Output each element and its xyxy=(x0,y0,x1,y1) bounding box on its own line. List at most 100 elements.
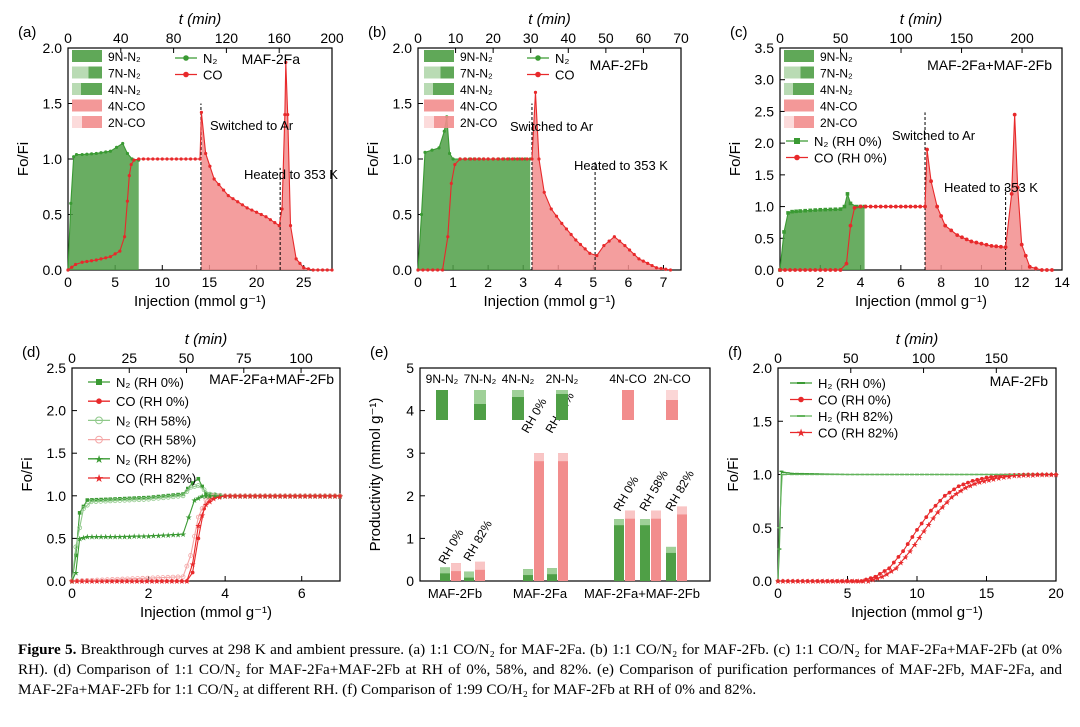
data-point xyxy=(823,207,828,212)
legend-swatch-shade xyxy=(424,116,434,128)
data-point xyxy=(306,267,311,271)
bar-co xyxy=(475,561,485,581)
data-point xyxy=(789,473,794,476)
bar-co-top xyxy=(677,506,687,515)
data-point xyxy=(155,157,160,161)
data-point xyxy=(190,570,195,575)
data-point xyxy=(564,227,569,231)
legend-label: 2N-CO xyxy=(108,116,145,130)
legend-swatch-shade xyxy=(72,116,82,128)
data-point xyxy=(964,237,969,242)
y-tick-label: 2.5 xyxy=(47,360,67,376)
data-point xyxy=(915,473,919,476)
data-point: ★ xyxy=(128,577,135,586)
data-point xyxy=(825,473,830,476)
data-point: ★ xyxy=(121,532,128,541)
data-point xyxy=(122,497,128,503)
data-point: ★ xyxy=(794,577,801,586)
top-tick-label: 40 xyxy=(560,30,576,46)
legend-marker: ★ xyxy=(94,454,104,466)
bar-rh-label: RH 0% xyxy=(435,526,466,566)
data-point xyxy=(955,233,960,238)
y-axis-label: Fo/Fi xyxy=(15,142,32,176)
y-tick-label: 0.5 xyxy=(393,207,413,223)
data-point xyxy=(855,473,860,476)
data-point xyxy=(913,204,918,209)
data-point xyxy=(944,473,949,476)
y-tick-label: 1.0 xyxy=(755,199,775,215)
data-point xyxy=(798,209,802,213)
data-point xyxy=(803,208,807,213)
data-point xyxy=(1009,191,1014,196)
data-point xyxy=(74,553,78,558)
data-point xyxy=(777,527,782,529)
data-point: ★ xyxy=(990,475,997,484)
bar-co xyxy=(451,563,461,581)
legend-label: CO (RH 0%) xyxy=(818,393,891,408)
legend-label: 4N-CO xyxy=(460,100,497,114)
data-point: ★ xyxy=(80,534,87,543)
y-tick-label: 1.0 xyxy=(43,151,63,167)
legend-swatch-shade xyxy=(784,116,794,128)
legend-swatch xyxy=(512,390,524,420)
data-point xyxy=(217,182,221,187)
data-point: ★ xyxy=(286,492,293,501)
data-point xyxy=(933,503,938,508)
data-point xyxy=(98,498,104,504)
data-point xyxy=(89,577,95,583)
y-tick-label: 2.0 xyxy=(755,135,775,151)
legend-marker xyxy=(95,435,103,444)
data-point xyxy=(961,482,966,487)
x-tick-label: 0 xyxy=(68,585,76,601)
data-point xyxy=(423,150,427,154)
data-point: ★ xyxy=(206,492,213,501)
data-point: ★ xyxy=(143,577,150,586)
legend-label: 4N-CO xyxy=(108,100,145,114)
data-point xyxy=(793,268,798,272)
data-point xyxy=(949,473,954,476)
x-axis-label: Injection (mmol g⁻¹) xyxy=(483,293,615,310)
data-point xyxy=(226,194,230,198)
data-point xyxy=(84,578,90,583)
data-point xyxy=(104,256,108,260)
data-point xyxy=(969,239,974,244)
legend-swatch-shade xyxy=(556,390,568,394)
data-point xyxy=(127,174,131,178)
data-point xyxy=(815,473,820,476)
y-tick-label: 2.0 xyxy=(47,403,67,419)
data-point xyxy=(145,575,151,581)
data-point: ★ xyxy=(178,577,185,586)
n2-fill-area xyxy=(418,116,531,270)
data-point: ★ xyxy=(165,531,172,540)
bar-co xyxy=(558,453,568,581)
legend-swatch xyxy=(424,99,454,112)
legend-label: CO (RH 82%) xyxy=(818,426,898,441)
data-point xyxy=(901,549,905,554)
chart-panel-a: (a) 0.0 0.5 1.0 1.5 2.0 Fo/Fi 0 5 10 15 20 25 Injecti… xyxy=(15,11,344,310)
legend-swatch xyxy=(424,50,454,62)
data-point xyxy=(85,152,89,156)
data-point: ★ xyxy=(1011,472,1018,481)
legend-marker xyxy=(183,71,189,78)
data-point xyxy=(1050,268,1054,272)
data-point: ★ xyxy=(976,478,983,487)
data-point xyxy=(838,268,843,272)
legend-label: CO (RH 0%) xyxy=(116,394,189,409)
data-point xyxy=(112,498,118,504)
legend-label: 2N-N₂ xyxy=(546,372,579,386)
bar-n2-top xyxy=(666,546,676,553)
data-point xyxy=(174,157,179,161)
legend-swatch-shade xyxy=(666,390,678,400)
data-point: ★ xyxy=(211,492,218,501)
data-point: ★ xyxy=(199,511,206,520)
data-point xyxy=(188,157,193,161)
data-point xyxy=(924,473,929,476)
top-axis-label: t (min) xyxy=(185,331,228,348)
data-point xyxy=(184,157,188,161)
data-point xyxy=(104,150,108,154)
data-point xyxy=(473,157,477,161)
legend-label: 9N-N₂ xyxy=(426,372,459,386)
data-point xyxy=(903,204,908,209)
data-point xyxy=(785,472,790,474)
data-point xyxy=(923,204,927,209)
